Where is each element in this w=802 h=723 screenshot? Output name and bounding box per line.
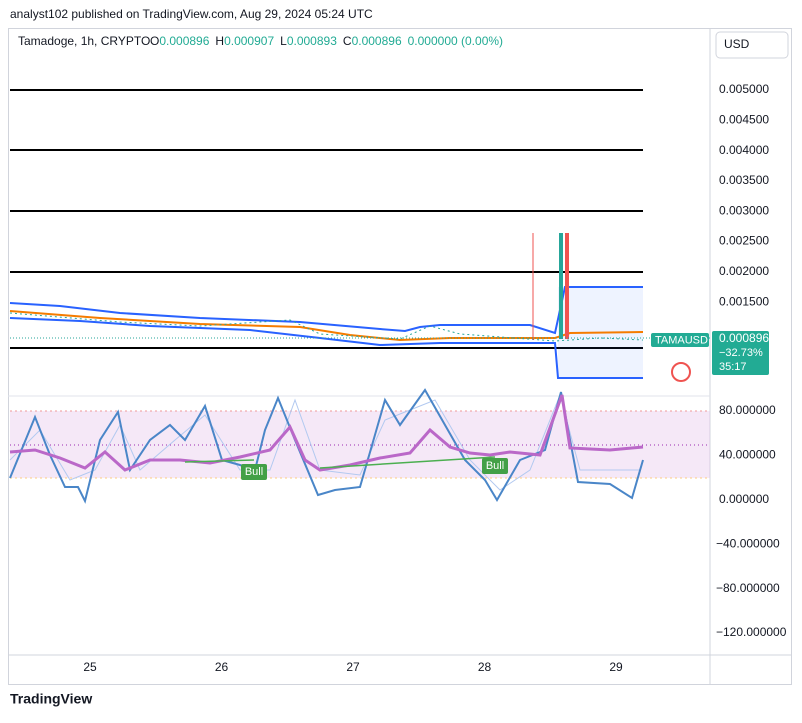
osc-signal	[9, 393, 640, 491]
time-label: 27	[346, 660, 360, 674]
signal-badge	[241, 464, 267, 480]
frame	[8, 28, 792, 685]
currency[interactable]: USD	[724, 37, 750, 51]
currency-button[interactable]	[715, 31, 789, 59]
countdown: 35:17	[719, 361, 747, 373]
ohlc-close: 0.000896	[352, 34, 402, 48]
price-tag	[712, 331, 769, 375]
price-label: 0.004000	[719, 143, 769, 157]
symbol: Tamadoge, 1h, CRYPTO	[18, 34, 150, 48]
ohlc-low: 0.000893	[287, 34, 337, 48]
change: −32.73%	[719, 347, 763, 359]
price-label: 0.004500	[719, 112, 769, 126]
price-label: 0.002000	[719, 264, 769, 278]
ohlc-high: 0.000907	[224, 34, 274, 48]
levels	[10, 89, 643, 349]
osc-label: −80.000000	[716, 581, 780, 595]
osc-label: 80.000000	[719, 403, 776, 417]
symbol-tag	[651, 333, 709, 347]
osc-label: −40.000000	[716, 536, 780, 550]
flag-icon	[671, 362, 691, 382]
time-label: 29	[609, 660, 623, 674]
signal-badge	[482, 458, 508, 474]
ohlc-high_label: H	[215, 34, 224, 48]
price-label: 0.005000	[719, 82, 769, 96]
osc-d	[9, 394, 644, 472]
price-label: 0.003000	[719, 203, 769, 217]
ohlc: O0.000896 H0.000907 L0.000893 C0.000896 0.00…	[150, 34, 503, 48]
symbol-tag-text: TAMAUSD	[655, 334, 708, 346]
brand: TradingView	[10, 691, 92, 707]
price-label: 0.001500	[719, 294, 769, 308]
upper-band	[9, 286, 643, 335]
divergence	[319, 456, 496, 469]
ohlc-close_label: C	[343, 34, 352, 48]
signal-label: Bull	[245, 466, 263, 478]
divergence	[184, 459, 255, 463]
ohlc-low_label: L	[280, 34, 287, 48]
time-label: 26	[215, 660, 229, 674]
time-label: 25	[83, 660, 97, 674]
ohlc-open: 0.000896	[159, 34, 209, 48]
osc-label: 40.000000	[719, 448, 776, 462]
osc-label: −120.000000	[716, 625, 787, 639]
candle	[559, 233, 563, 339]
time-label: 28	[478, 660, 492, 674]
ohlc-open_label: O	[150, 34, 159, 48]
osc-k	[9, 388, 644, 504]
legend: Tamadoge, 1h, CRYPTO O0.000896 H0.000907 L…	[18, 34, 503, 48]
osc-label: 0.000000	[719, 492, 769, 506]
price: 0.000896	[719, 331, 769, 345]
signal-label: Bull	[486, 460, 504, 472]
price-label: 0.002500	[719, 234, 769, 248]
ohlc-change: 0.000000 (0.00%)	[408, 34, 503, 48]
lower-band	[9, 317, 643, 379]
publisher: analyst102 published on TradingView.com,…	[10, 7, 373, 21]
price-label: 0.003500	[719, 173, 769, 187]
candle	[565, 233, 569, 339]
